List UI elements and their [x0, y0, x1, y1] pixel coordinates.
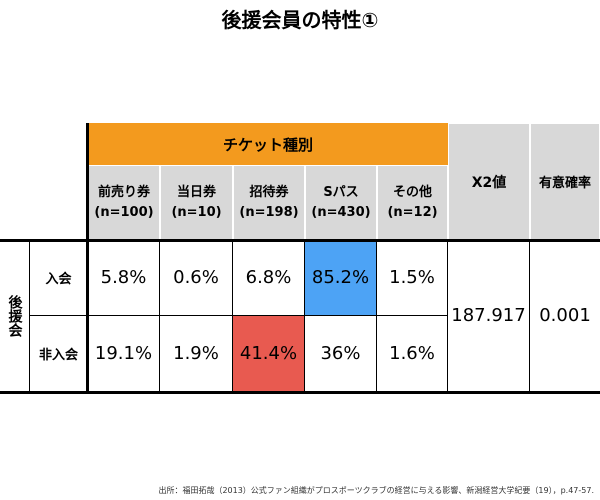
- column-header: 前売り券 (n=100): [88, 165, 160, 240]
- column-n: (n=100): [94, 204, 154, 220]
- column-header: 招待券 (n=198): [233, 165, 305, 240]
- cell: 1.5%: [377, 240, 448, 316]
- p-value: 0.001: [530, 240, 600, 392]
- column-n: (n=198): [239, 204, 299, 220]
- rule: [0, 391, 600, 394]
- cell-highlight: 41.4%: [233, 316, 305, 392]
- column-name: Sパス: [323, 184, 359, 200]
- cell: 1.6%: [377, 316, 448, 392]
- title: 後援会員の特性①: [221, 7, 379, 32]
- rule: [0, 239, 600, 242]
- rule: [86, 123, 89, 394]
- group-header: チケット種別: [88, 123, 448, 165]
- source: 出所：福田拓哉（2013）公式ファン組織がプロスポーツクラブの経営に与える影響、…: [158, 485, 594, 495]
- cell: 19.1%: [88, 316, 160, 392]
- column-header: Sパス (n=430): [305, 165, 377, 240]
- header: X2値: [448, 123, 530, 240]
- row-label: 入会: [30, 240, 88, 316]
- cell: 5.8%: [88, 240, 160, 316]
- cell: 0.6%: [160, 240, 233, 316]
- column-n: (n=12): [387, 204, 438, 220]
- column-name: 前売り券: [97, 184, 150, 200]
- column-n: (n=430): [311, 204, 371, 220]
- column-name: その他: [392, 184, 432, 200]
- column-n: (n=10): [171, 204, 222, 220]
- chi2: 187.917: [448, 240, 530, 392]
- column-name: 招待券: [249, 184, 289, 200]
- cell-highlight: 85.2%: [305, 240, 377, 316]
- row-label: 非入会: [30, 316, 88, 392]
- column-header: 当日券 (n=10): [160, 165, 233, 240]
- header: 有意確率: [530, 123, 600, 240]
- column-name: 当日券: [176, 184, 216, 200]
- column-header: その他 (n=12): [377, 165, 448, 240]
- cell: 6.8%: [233, 240, 305, 316]
- row-group: 後援会: [0, 240, 30, 392]
- cell: 1.9%: [160, 316, 233, 392]
- cell: 36%: [305, 316, 377, 392]
